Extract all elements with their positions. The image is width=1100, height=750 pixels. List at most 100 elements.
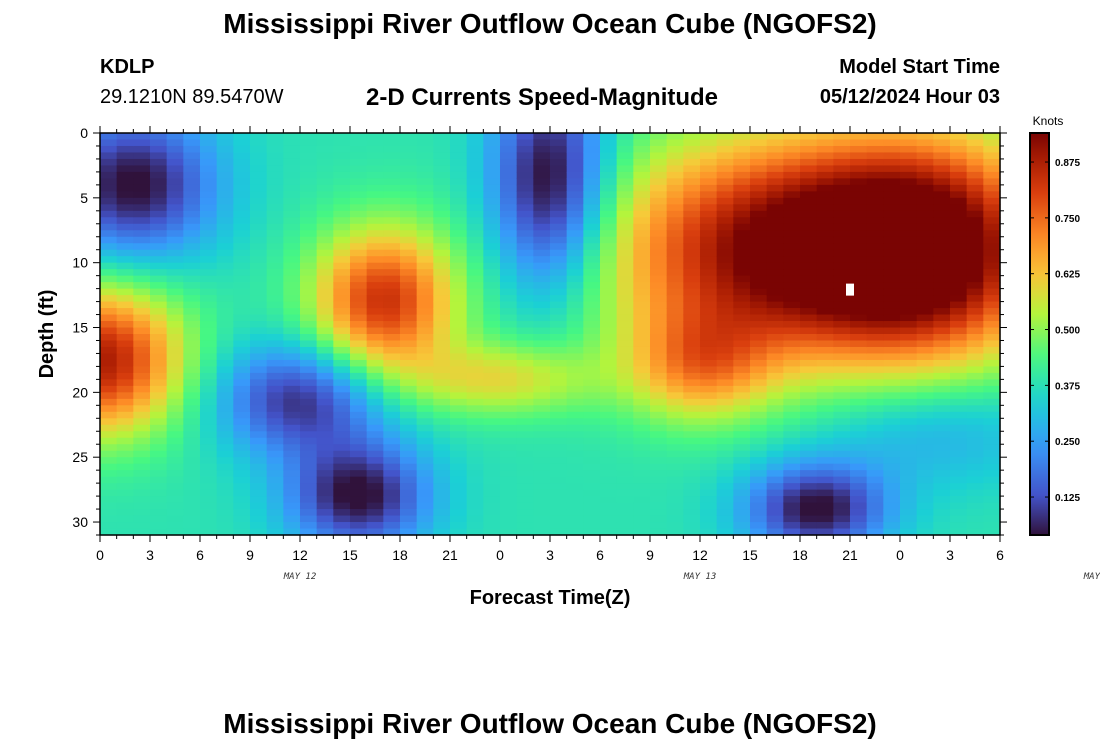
heatmap-cell xyxy=(866,346,884,355)
heatmap-cell xyxy=(283,288,301,296)
heatmap-cell xyxy=(516,314,534,322)
heatmap-cell xyxy=(283,418,301,426)
heatmap-cell xyxy=(233,398,251,406)
heatmap-cell xyxy=(383,450,401,458)
heatmap-cell xyxy=(333,411,351,419)
heatmap-cell xyxy=(433,522,451,530)
heatmap-cell xyxy=(150,424,168,432)
heatmap-cell xyxy=(833,133,851,141)
heatmap-cell xyxy=(133,223,151,231)
heatmap-cell xyxy=(750,133,768,141)
heatmap-cell xyxy=(783,444,801,452)
heatmap-cell xyxy=(733,405,751,413)
date-label: MAY 14 xyxy=(1083,572,1100,582)
heatmap-cell xyxy=(600,515,618,523)
colorbar-tick-label: 0.625 xyxy=(1055,270,1080,281)
heatmap-cell xyxy=(933,424,951,432)
x-tick-label: 6 xyxy=(596,547,604,563)
heatmap-cell xyxy=(883,210,901,218)
heatmap-cell xyxy=(133,133,151,141)
heatmap-cell xyxy=(200,178,218,186)
heatmap-cell xyxy=(100,340,118,348)
heatmap-cell xyxy=(766,171,784,179)
heatmap-cell xyxy=(450,450,468,458)
heatmap-cell xyxy=(666,171,684,179)
heatmap-cell xyxy=(700,392,718,400)
heatmap-cell xyxy=(266,133,284,141)
heatmap-cell xyxy=(550,528,568,536)
heatmap-cell xyxy=(350,522,368,530)
heatmap-cell xyxy=(466,256,484,264)
heatmap-cell xyxy=(716,359,734,368)
heatmap-cell xyxy=(950,321,968,329)
heatmap-cell xyxy=(883,262,901,270)
heatmap-cell xyxy=(433,139,451,147)
heatmap-cell xyxy=(583,463,601,471)
heatmap-cell xyxy=(916,424,934,432)
heatmap-cell xyxy=(733,314,751,322)
heatmap-cell xyxy=(900,483,918,491)
heatmap-cell xyxy=(650,133,668,141)
heatmap-cell xyxy=(266,230,284,238)
heatmap-cell xyxy=(966,418,984,426)
heatmap-cell xyxy=(850,502,868,510)
heatmap-cell xyxy=(966,275,984,283)
heatmap-cell xyxy=(733,223,751,231)
heatmap-cell xyxy=(216,359,234,368)
heatmap-cell xyxy=(366,392,384,400)
heatmap-cell xyxy=(633,398,651,406)
heatmap-cell xyxy=(116,236,134,244)
heatmap-cell xyxy=(500,301,518,309)
heatmap-cell xyxy=(233,152,251,160)
heatmap-cell xyxy=(183,398,201,406)
heatmap-cell xyxy=(733,197,751,205)
heatmap-cell xyxy=(816,522,834,530)
heatmap-cell xyxy=(983,450,1001,458)
heatmap-cell xyxy=(483,223,501,231)
heatmap-cell xyxy=(500,444,518,452)
heatmap-cell xyxy=(716,392,734,400)
heatmap-cell xyxy=(516,353,534,361)
heatmap-cell xyxy=(583,411,601,419)
heatmap-cell xyxy=(550,392,568,400)
heatmap-cell xyxy=(600,236,618,244)
heatmap-cell xyxy=(550,476,568,484)
heatmap-cell xyxy=(700,424,718,432)
heatmap-cell xyxy=(316,139,334,147)
heatmap-cell xyxy=(833,418,851,426)
heatmap-cell xyxy=(216,197,234,205)
heatmap-cell xyxy=(566,314,584,322)
heatmap-cell xyxy=(433,334,451,342)
heatmap-cell xyxy=(700,509,718,517)
heatmap-cell xyxy=(150,217,168,225)
heatmap-cell xyxy=(700,197,718,205)
heatmap-cell xyxy=(683,158,701,167)
heatmap-cell xyxy=(616,295,634,303)
station-coordinates: 29.1210N 89.5470W xyxy=(100,86,284,108)
heatmap-cell xyxy=(666,334,684,342)
heatmap-cell xyxy=(966,210,984,218)
heatmap-cell xyxy=(600,256,618,264)
heatmap-cell xyxy=(100,502,118,510)
heatmap-cell xyxy=(683,314,701,322)
heatmap-cell xyxy=(133,243,151,251)
heatmap-cell xyxy=(950,243,968,251)
heatmap-cell xyxy=(316,145,334,154)
heatmap-cell xyxy=(500,139,518,147)
heatmap-cell xyxy=(683,178,701,186)
heatmap-cell xyxy=(250,152,268,160)
heatmap-cell xyxy=(116,223,134,231)
heatmap-cell xyxy=(516,528,534,536)
heatmap-cell xyxy=(283,379,301,387)
heatmap-cell xyxy=(633,444,651,452)
heatmap-cell xyxy=(400,346,418,355)
heatmap-cell xyxy=(333,379,351,387)
heatmap-cell xyxy=(216,444,234,452)
heatmap-cell xyxy=(866,158,884,167)
heatmap-cell xyxy=(200,346,218,355)
heatmap-cell xyxy=(350,515,368,523)
heatmap-cell xyxy=(850,171,868,179)
heatmap-cell xyxy=(533,236,551,244)
heatmap-cell xyxy=(300,385,318,393)
heatmap-cell xyxy=(533,308,551,316)
